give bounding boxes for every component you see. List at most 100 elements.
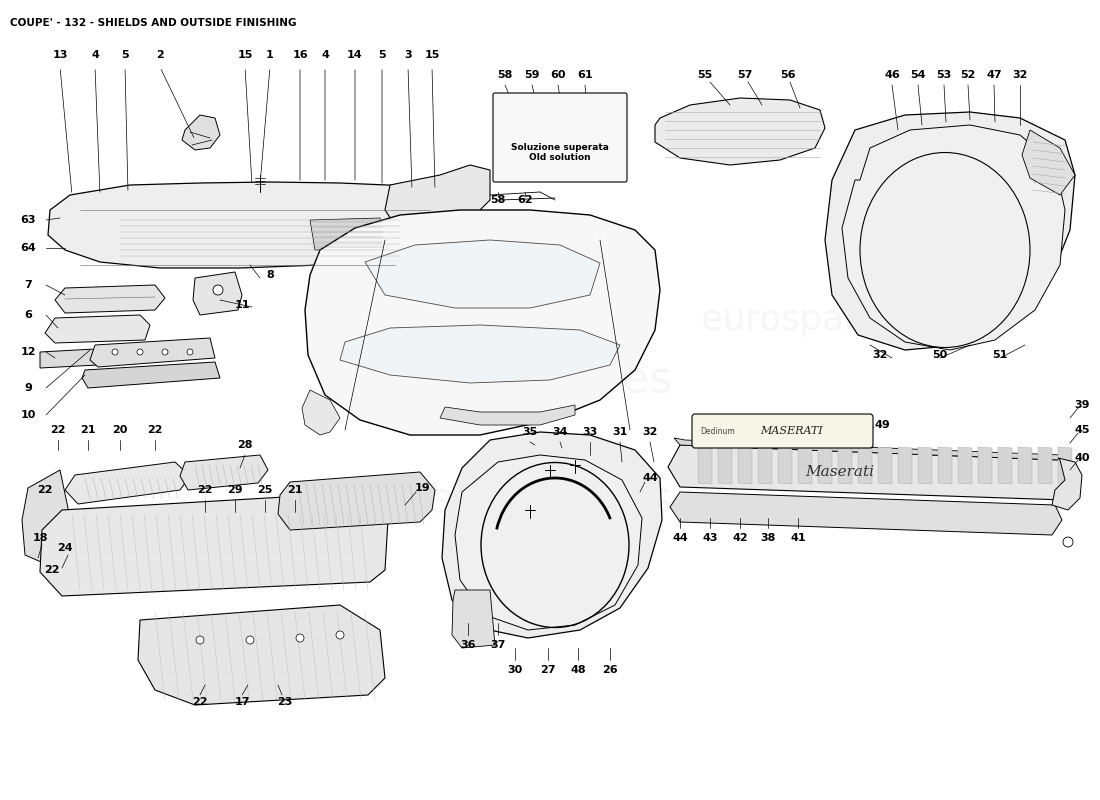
Text: 21: 21 [287,485,303,495]
Text: 31: 31 [613,427,628,437]
Polygon shape [898,447,912,484]
Polygon shape [440,405,575,425]
Polygon shape [842,125,1065,350]
Text: 22: 22 [147,425,163,435]
Text: 4: 4 [321,50,329,60]
Text: 18: 18 [32,533,47,543]
Polygon shape [82,362,220,388]
Text: 41: 41 [790,533,806,543]
Text: 22: 22 [197,485,212,495]
Polygon shape [668,445,1072,500]
Polygon shape [738,447,752,484]
Text: 49: 49 [874,420,890,430]
Polygon shape [365,240,600,308]
Polygon shape [138,605,385,705]
Text: 52: 52 [960,70,976,80]
Polygon shape [302,390,340,435]
Text: 28: 28 [238,440,253,450]
Polygon shape [45,315,150,343]
Text: 35: 35 [522,427,538,437]
Text: eurospares: eurospares [702,303,899,337]
Polygon shape [1038,447,1052,484]
Text: 58: 58 [497,70,513,80]
Text: 43: 43 [702,533,717,543]
Polygon shape [40,492,388,596]
Text: 25: 25 [257,485,273,495]
Circle shape [187,349,192,355]
Text: 63: 63 [20,215,35,225]
Text: MASERATI: MASERATI [760,426,823,436]
Polygon shape [55,285,165,313]
Text: 15: 15 [238,50,253,60]
Polygon shape [455,455,642,630]
Circle shape [196,636,204,644]
Text: 47: 47 [987,70,1002,80]
Text: 51: 51 [992,350,1008,360]
Text: 39: 39 [1075,400,1090,410]
Polygon shape [958,447,972,484]
Polygon shape [182,115,220,150]
Text: 64: 64 [20,243,36,253]
Text: 12: 12 [20,347,35,357]
Polygon shape [278,472,434,530]
Text: Dedinum: Dedinum [700,426,735,435]
Polygon shape [674,438,1068,462]
Text: eurospares: eurospares [427,358,673,402]
Text: 13: 13 [53,50,68,60]
FancyBboxPatch shape [692,414,873,448]
Polygon shape [998,447,1012,484]
Circle shape [246,636,254,644]
Text: 15: 15 [425,50,440,60]
Polygon shape [452,590,495,648]
Text: 29: 29 [228,485,243,495]
Polygon shape [48,182,455,268]
Polygon shape [758,447,772,484]
Text: 42: 42 [733,533,748,543]
Polygon shape [718,447,732,484]
Polygon shape [192,272,242,315]
Text: 24: 24 [57,543,73,553]
Polygon shape [310,218,385,250]
Text: Maserati: Maserati [805,465,874,479]
Polygon shape [778,447,792,484]
Text: 17: 17 [234,697,250,707]
Text: 32: 32 [872,350,888,360]
Text: 60: 60 [550,70,565,80]
Text: 5: 5 [378,50,386,60]
Text: 44: 44 [672,533,688,543]
Text: 34: 34 [552,427,568,437]
Text: 22: 22 [51,425,66,435]
Text: Soluzione superata: Soluzione superata [512,143,609,153]
Text: 38: 38 [760,533,775,543]
Text: 30: 30 [507,665,522,675]
Text: 1: 1 [266,50,274,60]
Polygon shape [798,447,812,484]
Text: 53: 53 [936,70,952,80]
Polygon shape [340,325,620,383]
Polygon shape [825,112,1075,350]
Text: 44: 44 [642,473,658,483]
Text: eurospares: eurospares [427,478,673,522]
Text: 3: 3 [404,50,411,60]
Polygon shape [818,447,832,484]
Polygon shape [305,210,660,435]
Polygon shape [22,470,68,568]
Text: 7: 7 [24,280,32,290]
Text: 26: 26 [602,665,618,675]
Text: 22: 22 [37,485,53,495]
Text: 32: 32 [1012,70,1027,80]
Text: 45: 45 [1075,425,1090,435]
Text: 59: 59 [525,70,540,80]
Text: COUPE' - 132 - SHIELDS AND OUTSIDE FINISHING: COUPE' - 132 - SHIELDS AND OUTSIDE FINIS… [10,18,297,28]
Circle shape [336,631,344,639]
Polygon shape [90,338,214,367]
Text: 22: 22 [44,565,59,575]
Circle shape [162,349,168,355]
Text: 22: 22 [192,697,208,707]
Text: 8: 8 [266,270,274,280]
Polygon shape [878,447,892,484]
Circle shape [138,349,143,355]
Text: 46: 46 [884,70,900,80]
Polygon shape [838,447,853,484]
Text: 37: 37 [491,640,506,650]
